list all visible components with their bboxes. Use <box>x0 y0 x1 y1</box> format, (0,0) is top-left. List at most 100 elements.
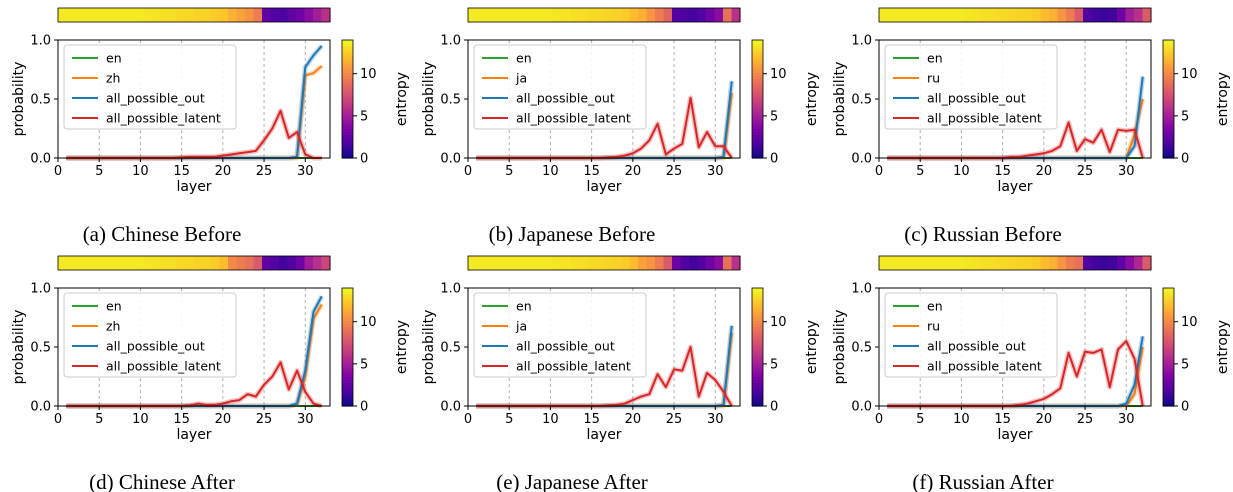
colorbar-segment <box>342 51 353 56</box>
x-tick-label: 20 <box>625 412 642 427</box>
legend-label: all_possible_out <box>106 339 205 354</box>
colorbar-segment <box>752 347 763 351</box>
colorbar-segment <box>752 122 763 127</box>
subplot-3: 0 5 10 15 20 25 30 0.0 0.5 1.0 layer probability en r… <box>832 7 1231 246</box>
subplot-5: 0 5 10 15 20 25 30 0.0 0.5 1.0 layer probability en j… <box>421 255 820 492</box>
entropy-cell <box>143 8 153 22</box>
entropy-cell <box>134 256 144 270</box>
legend-label: all_possible_latent <box>927 111 1042 126</box>
entropy-cell <box>287 256 297 270</box>
x-tick-label: 0 <box>875 412 883 427</box>
colorbar-segment <box>1163 355 1174 360</box>
colorbar-segment <box>342 400 353 404</box>
colorbar-segment <box>342 42 353 47</box>
entropy-cell <box>262 8 272 22</box>
entropy-cell <box>1100 256 1110 270</box>
entropy-cell <box>646 256 656 270</box>
legend-label: all_possible_out <box>516 339 615 354</box>
legend-label: en <box>516 299 532 314</box>
colorbar-segment <box>1163 299 1174 304</box>
colorbar-segment <box>342 317 353 322</box>
colorbar-segment <box>1163 376 1174 381</box>
colorbar-segment <box>752 146 763 150</box>
entropy-cell <box>211 256 221 270</box>
colorbar-segment <box>342 320 353 324</box>
colorbar-segment <box>752 63 763 68</box>
colorbar-segment <box>752 296 763 301</box>
entropy-cell <box>304 8 314 22</box>
colorbar-label: entropy <box>804 72 820 126</box>
y-tick-label: 1.0 <box>851 34 872 49</box>
colorbar-segment <box>342 364 353 369</box>
colorbar-segment <box>752 400 763 404</box>
colorbar-segment <box>752 311 763 316</box>
legend-label: all_possible_latent <box>927 359 1042 374</box>
x-tick-label: 25 <box>1077 412 1094 427</box>
entropy-cell <box>921 8 931 22</box>
colorbar-segment <box>752 293 763 298</box>
entropy-cell <box>1134 8 1144 22</box>
entropy-cell <box>519 256 529 270</box>
entropy-cell <box>502 256 512 270</box>
colorbar-segment <box>342 45 353 50</box>
entropy-strip-frame <box>878 7 1152 23</box>
legend-box <box>63 292 237 378</box>
entropy-cell <box>621 8 631 22</box>
colorbar-label: entropy <box>1215 320 1231 374</box>
x-tick-label: 15 <box>994 412 1011 427</box>
entropy-strip-frame <box>467 7 741 23</box>
entropy-cell <box>493 256 503 270</box>
colorbar-segment <box>752 93 763 97</box>
entropy-cell <box>646 8 656 22</box>
entropy-cell <box>185 256 195 270</box>
colorbar-segment <box>342 48 353 53</box>
colorbar-segment <box>1163 152 1174 156</box>
subfigure-caption: (a) Chinese Before <box>83 222 242 246</box>
colorbar-segment <box>1163 54 1174 59</box>
y-tick-label: 0.0 <box>851 152 872 167</box>
x-axis-label: layer <box>997 179 1032 195</box>
colorbar-segment <box>342 341 353 345</box>
entropy-cell <box>723 8 733 22</box>
entropy-cell <box>1049 256 1059 270</box>
colorbar-segment <box>342 57 353 62</box>
colorbar-segment <box>752 352 763 357</box>
colorbar-segment <box>1163 51 1174 56</box>
legend-label: ru <box>927 319 940 334</box>
colorbar-segment <box>342 146 353 150</box>
colorbar-frame <box>751 287 764 407</box>
entropy-cell <box>519 8 529 22</box>
entropy-cell <box>578 256 588 270</box>
colorbar-segment <box>1163 344 1174 348</box>
colorbar-segment <box>752 57 763 62</box>
entropy-cell <box>143 256 153 270</box>
colorbar-segment <box>1163 155 1174 159</box>
x-tick-label: 0 <box>54 412 62 427</box>
colorbar-segment <box>752 119 763 124</box>
entropy-cell <box>109 256 119 270</box>
entropy-cell <box>228 256 238 270</box>
colorbar-segment <box>752 75 763 79</box>
entropy-cell <box>476 8 486 22</box>
colorbar-segment <box>342 385 353 389</box>
subfigure-caption: (e) Japanese After <box>496 470 648 492</box>
colorbar-segment <box>1163 110 1174 115</box>
colorbar-frame <box>751 39 764 159</box>
colorbar-segment <box>752 66 763 71</box>
colorbar-segment <box>1163 131 1174 135</box>
entropy-cell <box>544 8 554 22</box>
colorbar-segment <box>342 101 353 106</box>
entropy-cell <box>151 256 161 270</box>
colorbar-tick-label: 10 <box>770 315 787 330</box>
entropy-cell <box>947 256 957 270</box>
colorbar-segment <box>342 367 353 372</box>
entropy-cell <box>913 8 923 22</box>
entropy-cell <box>964 8 974 22</box>
colorbar-segment <box>342 104 353 109</box>
colorbar-segment <box>1163 338 1174 342</box>
colorbar-segment <box>1163 314 1174 319</box>
entropy-cell <box>972 256 982 270</box>
colorbar-segment <box>1163 293 1174 298</box>
subplot-2: 0 5 10 15 20 25 30 0.0 0.5 1.0 layer probability en j… <box>421 7 820 246</box>
legend-label: all_possible_latent <box>106 111 221 126</box>
